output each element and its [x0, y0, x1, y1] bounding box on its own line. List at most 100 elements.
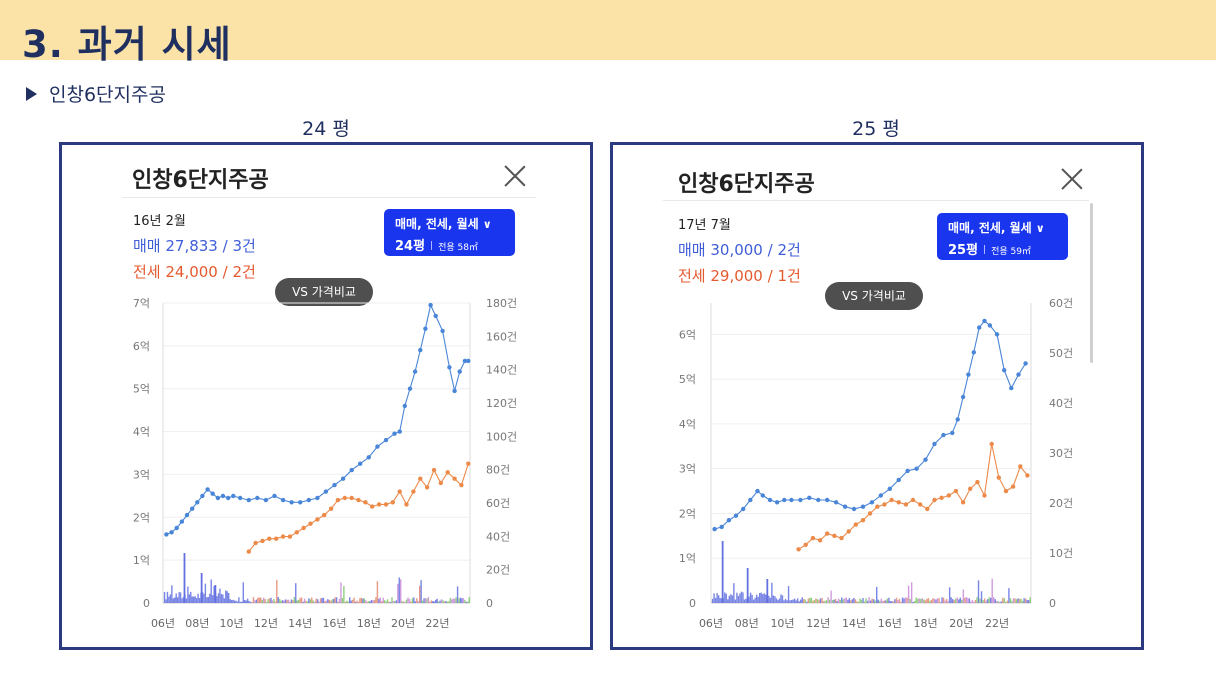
- jeonse-price-point: [424, 485, 430, 490]
- selected-date: 16년 2월: [133, 214, 186, 229]
- sale-price-point: [966, 372, 971, 377]
- sale-price-point: [433, 313, 438, 319]
- volume-bar: [311, 597, 313, 603]
- volume-bar: [721, 598, 723, 603]
- jeonse-summary: 전세 29,000 / 1건: [678, 267, 801, 285]
- volume-bar: [194, 596, 196, 603]
- volume-bar: [181, 598, 183, 603]
- filter-divider: [984, 245, 986, 254]
- jeonse-price-point: [968, 486, 973, 491]
- vs-compare-button[interactable]: VS 가격비교: [275, 278, 373, 306]
- volume-bar: [865, 598, 867, 603]
- volume-bar: [397, 583, 399, 603]
- sale-price-point: [977, 325, 982, 330]
- sale-price-point: [280, 497, 286, 503]
- volume-bar: [1026, 599, 1028, 603]
- volume-bar: [783, 600, 785, 603]
- y-left-tick-label: 2억: [679, 507, 696, 520]
- sale-price-point: [174, 525, 179, 531]
- volume-bar: [306, 601, 309, 603]
- volume-bar: [742, 592, 744, 603]
- volume-bar: [198, 598, 201, 603]
- volume-bar: [265, 601, 268, 603]
- sale-price-point: [774, 500, 780, 505]
- filter-dropdown[interactable]: 매매, 전세, 월세 ∨ 25평 전용 59㎡: [937, 213, 1068, 260]
- sale-price-point: [423, 326, 428, 331]
- volume-bar: [468, 597, 470, 603]
- sale-price-point: [210, 491, 215, 496]
- volume-bar: [245, 600, 247, 603]
- volume-bar: [745, 598, 747, 603]
- sale-price-point: [955, 417, 960, 422]
- price-history-chart: 0 1억 2억 3억 4억 5억 6억 0 10건 20건 30건 40건 50건 60건 06년 08년 10…: [679, 297, 1073, 630]
- volume-bar: [766, 579, 769, 603]
- sale-price-point: [932, 441, 937, 447]
- volume-bar: [725, 593, 727, 603]
- filter-dropdown[interactable]: 매매, 전세, 월세 ∨ 24평 전용 58㎡: [384, 209, 515, 256]
- volume-bar: [318, 601, 320, 603]
- volume-bar: [996, 601, 998, 603]
- y-left-tick-label: 3억: [679, 463, 696, 476]
- volume-bar: [938, 598, 940, 603]
- x-tick-label: 12년: [806, 617, 830, 630]
- section-heading: 인창6단지주공: [26, 80, 166, 107]
- volume-bar: [327, 599, 329, 603]
- volume-bar: [818, 599, 820, 603]
- sale-price-point: [392, 431, 397, 436]
- sale-price-point: [246, 497, 251, 503]
- x-tick-label: 20년: [949, 617, 973, 630]
- volume-bar: [804, 599, 806, 603]
- triangle-bullet-icon: [26, 86, 37, 101]
- volume-bar: [383, 600, 386, 603]
- filter-area: 전용 59㎡: [991, 247, 1031, 257]
- volume-bar: [889, 601, 892, 603]
- filter-divider: [431, 241, 433, 250]
- sale-price-point: [452, 388, 457, 394]
- jeonse-price-point: [397, 489, 402, 494]
- sale-price-point: [323, 489, 329, 494]
- volume-bar: [209, 593, 211, 603]
- volume-bar: [959, 597, 961, 603]
- y-right-tick-label: 50건: [1049, 347, 1073, 360]
- scrollbar[interactable]: [1090, 203, 1093, 363]
- jeonse-price-point: [363, 500, 368, 505]
- volume-bar: [332, 598, 335, 603]
- volume-bar: [281, 600, 284, 603]
- volume-bar: [233, 600, 236, 603]
- volume-bar: [907, 585, 910, 603]
- sale-price-point: [760, 493, 765, 498]
- volume-bar: [408, 598, 411, 603]
- jeonse-price-point: [328, 506, 334, 511]
- volume-bar: [775, 598, 778, 603]
- volume-bar: [299, 597, 301, 603]
- volume-bar: [448, 601, 450, 603]
- jeonse-price-point: [466, 461, 471, 466]
- vs-compare-button[interactable]: VS 가격비교: [825, 282, 923, 310]
- jeonse-price-point: [301, 525, 306, 531]
- volume-bar: [312, 600, 314, 603]
- jeonse-price-point: [335, 497, 341, 503]
- volume-bar: [1000, 601, 1003, 603]
- sale-price-point: [272, 493, 277, 499]
- volume-bar: [755, 594, 758, 603]
- x-tick-label: 18년: [357, 617, 381, 630]
- volume-bar: [432, 600, 434, 603]
- volume-bar: [200, 573, 203, 603]
- jeonse-price-point: [932, 497, 937, 503]
- volume-bar: [424, 598, 427, 603]
- volume-bar: [985, 600, 987, 603]
- y-right-tick-label: 80건: [486, 464, 510, 477]
- sale-price-point: [896, 477, 901, 483]
- volume-bar: [737, 595, 740, 603]
- jeonse-price-point: [860, 518, 866, 523]
- volume-bar: [187, 586, 189, 603]
- volume-bar: [443, 601, 446, 603]
- volume-bar: [871, 598, 873, 603]
- jeonse-price-point: [960, 500, 966, 505]
- volume-bar: [226, 591, 228, 603]
- volume-bar: [216, 596, 218, 603]
- volume-bar: [353, 597, 355, 603]
- volume-bar: [279, 598, 281, 603]
- volume-bar: [394, 601, 396, 603]
- jeonse-price-point: [445, 470, 450, 475]
